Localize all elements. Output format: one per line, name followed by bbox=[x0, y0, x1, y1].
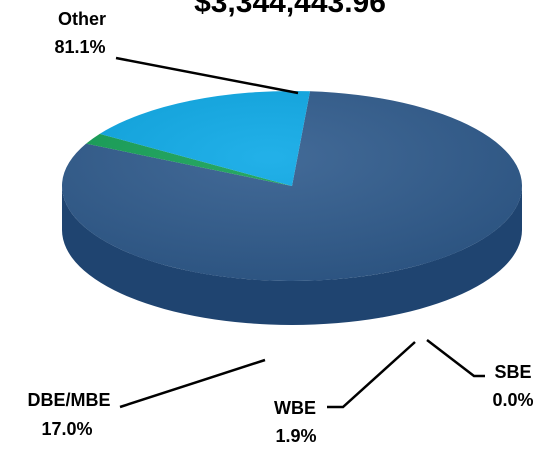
label-dbe-mbe-name: DBE/MBE bbox=[27, 390, 110, 410]
label-sbe-value: 0.0% bbox=[492, 390, 533, 410]
label-other-name: Other bbox=[58, 9, 106, 29]
chart-title: $3,344,443.96 bbox=[194, 0, 386, 19]
leader-line-sbe bbox=[426, 339, 485, 378]
leader-line-dbe-mbe bbox=[119, 358, 266, 409]
pie-group bbox=[62, 91, 523, 325]
label-dbe-mbe-value: 17.0% bbox=[41, 419, 92, 439]
label-other-value: 81.1% bbox=[54, 37, 105, 57]
top-shading bbox=[62, 91, 522, 281]
label-wbe-name: WBE bbox=[274, 398, 316, 418]
leader-line-wbe bbox=[327, 341, 416, 409]
label-wbe-value: 1.9% bbox=[275, 426, 316, 446]
side-other bbox=[62, 186, 522, 325]
label-sbe-name: SBE bbox=[494, 362, 531, 382]
leader-line-other bbox=[115, 56, 299, 95]
